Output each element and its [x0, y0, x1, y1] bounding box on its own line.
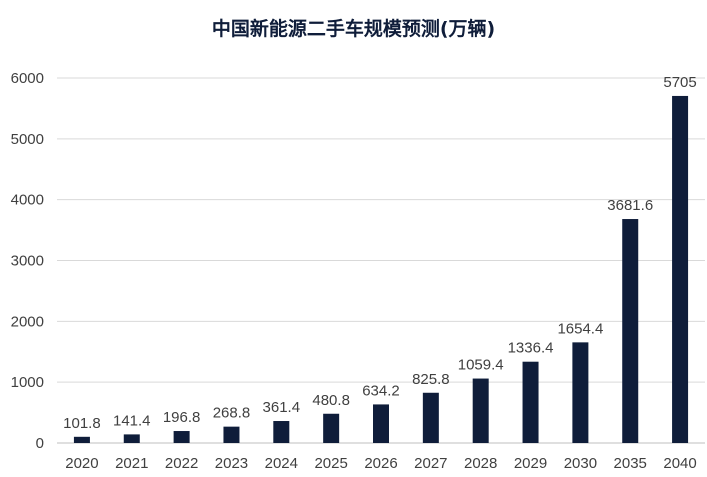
data-label-2029: 1336.4: [508, 340, 554, 357]
y-tick-label: 5000: [11, 131, 44, 148]
x-tick-label: 2022: [165, 455, 198, 472]
bar-2028: [472, 378, 489, 443]
data-label-2023: 268.8: [213, 405, 251, 422]
x-tick-label: 2027: [414, 455, 447, 472]
x-tick-label: 2035: [614, 455, 647, 472]
data-label-2035: 3681.6: [607, 197, 653, 214]
y-tick-label: 3000: [11, 253, 44, 270]
x-tick-label: 2025: [314, 455, 347, 472]
bar-2040: [672, 95, 689, 443]
data-labels: 101.8 141.4 196.8 268.8 361.4 480.8 634.2 825.8…: [63, 74, 697, 432]
data-label-2026: 634.2: [362, 382, 400, 399]
data-label-2022: 196.8: [163, 409, 201, 426]
x-tick-label: 2024: [265, 455, 298, 472]
x-tick-label: 2028: [464, 455, 497, 472]
bar-2024: [273, 421, 290, 443]
data-label-2020: 101.8: [63, 415, 101, 432]
x-tick-label: 2030: [564, 455, 597, 472]
x-tick-label: 2026: [364, 455, 397, 472]
bar-2020: [73, 436, 90, 443]
bar-2027: [422, 392, 439, 443]
x-axis-ticks: 2020 2021 2022 2023 2024 2025 2026 2027 2028 2029…: [65, 455, 697, 472]
bar-2022: [173, 431, 190, 443]
y-tick-label: 0: [36, 435, 44, 452]
data-label-2040: 5705: [663, 74, 696, 91]
data-label-2028: 1059.4: [458, 357, 504, 374]
bar-2021: [123, 434, 140, 443]
bar-2030: [572, 342, 589, 443]
x-tick-label: 2021: [115, 455, 148, 472]
y-tick-label: 6000: [11, 70, 44, 87]
x-tick-label: 2040: [663, 455, 696, 472]
bar-2025: [323, 413, 340, 443]
data-label-2025: 480.8: [312, 392, 350, 409]
x-tick-label: 2023: [215, 455, 248, 472]
data-label-2030: 1654.4: [557, 320, 603, 337]
y-axis-ticks: 0 1000 2000 3000 4000 5000 6000: [11, 70, 44, 452]
data-label-2021: 141.4: [113, 412, 151, 429]
data-label-2024: 361.4: [263, 399, 301, 416]
bar-2029: [522, 361, 539, 443]
data-label-2027: 825.8: [412, 371, 450, 388]
bar-2035: [622, 219, 639, 443]
y-tick-label: 1000: [11, 374, 44, 391]
y-tick-label: 4000: [11, 192, 44, 209]
bars: [73, 95, 689, 443]
x-tick-label: 2020: [65, 455, 98, 472]
x-tick-label: 2029: [514, 455, 547, 472]
bar-2023: [223, 426, 240, 443]
chart-title: 中国新能源二手车规模预测(万辆): [211, 18, 496, 40]
y-tick-label: 2000: [11, 313, 44, 330]
bar-2026: [373, 404, 389, 443]
